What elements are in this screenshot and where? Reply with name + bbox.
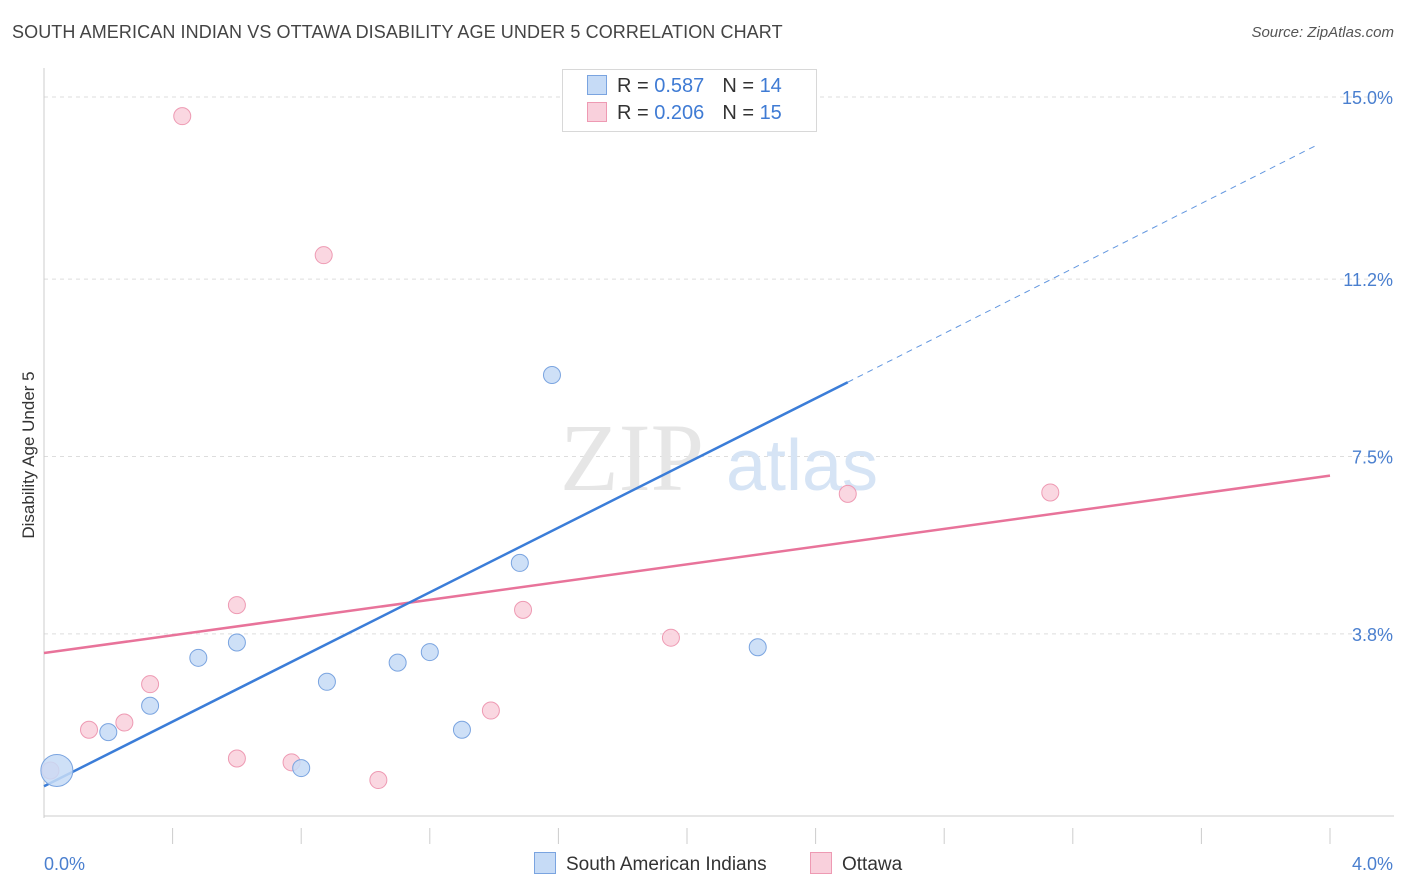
ottawa-point [141,675,160,694]
legend-row-ottawa: R = 0.206 N = 15 [587,102,782,128]
y-axis-label: Disability Age Under 5 [19,371,38,538]
legend-row-south-american-indians: R = 0.587 N = 14 [587,75,782,101]
ottawa-point [314,246,333,265]
south-american-indians-point [99,723,118,742]
legend-n-value: 14 [759,75,782,97]
south-american-indians-trend-extension [847,144,1318,383]
south-american-indians-point [317,672,336,691]
y-tick-label: 7.5% [1352,448,1393,468]
legend-item-south-american-indians: South American Indians [534,852,767,876]
legend-swatch-pink [810,852,832,874]
axes [43,68,1394,844]
south-american-indians-trend-line [43,381,849,788]
south-american-indians-point [388,653,407,672]
south-american-indians-point [748,638,767,657]
source-label: Source: ZipAtlas.com [1251,24,1394,41]
legend-r-label: R = [617,102,655,124]
south-american-indians-point [40,753,74,787]
legend-label: Ottawa [842,854,903,875]
ottawa-point [838,484,857,503]
series-legend: South American Indians Ottawa [0,852,1406,878]
ottawa-point [481,701,500,720]
legend-swatch-blue [534,852,556,874]
legend-swatch-blue [587,75,607,95]
legend-r-value: 0.587 [654,75,705,97]
y-tick-labels: 3.8% 7.5% 11.2% 15.0% [1342,88,1393,645]
x-tick-label: 4.0% [1352,854,1393,874]
south-american-indians-point [420,643,439,662]
ottawa-point [1041,483,1060,502]
ottawa-point [227,749,246,768]
south-american-indians-point [189,648,208,667]
legend-n-label: N = [722,75,760,97]
ottawa-point [661,628,680,647]
ottawa-point [173,107,192,126]
south-american-indians-point [292,759,311,778]
y-tick-label: 15.0% [1342,88,1393,108]
correlation-legend: R = 0.587 N = 14 R = 0.206 N = 15 [562,69,817,132]
legend-n-value: 15 [759,102,782,124]
legend-r-value: 0.206 [654,102,705,124]
watermark-zip: ZIP [560,404,704,511]
legend-r-label: R = [617,75,655,97]
legend-label: South American Indians [566,854,767,875]
legend-swatch-pink [587,102,607,122]
ottawa-point [514,600,533,619]
trend-lines [43,144,1331,788]
chart-title: SOUTH AMERICAN INDIAN VS OTTAWA DISABILI… [12,22,783,42]
ottawa-point [115,713,134,732]
x-tick-labels: 0.0% 4.0% [44,854,1393,874]
ottawa-point [369,771,388,790]
y-tick-label: 11.2% [1343,270,1393,290]
ottawa-trend-line [43,474,1331,655]
legend-n-label: N = [722,102,760,124]
ottawa-point [80,720,99,739]
data-points [40,71,1060,790]
ottawa-point [227,596,246,615]
legend-item-ottawa: Ottawa [810,852,902,876]
south-american-indians-point [227,633,246,652]
south-american-indians-point [141,696,160,715]
south-american-indians-point [542,366,561,385]
y-tick-label: 3.8% [1352,625,1393,645]
watermark: ZIP atlas [560,404,878,511]
grid-lines [44,96,1394,635]
south-american-indians-point [510,553,529,572]
south-american-indians-point [452,720,471,739]
x-tick-label: 0.0% [44,854,85,874]
